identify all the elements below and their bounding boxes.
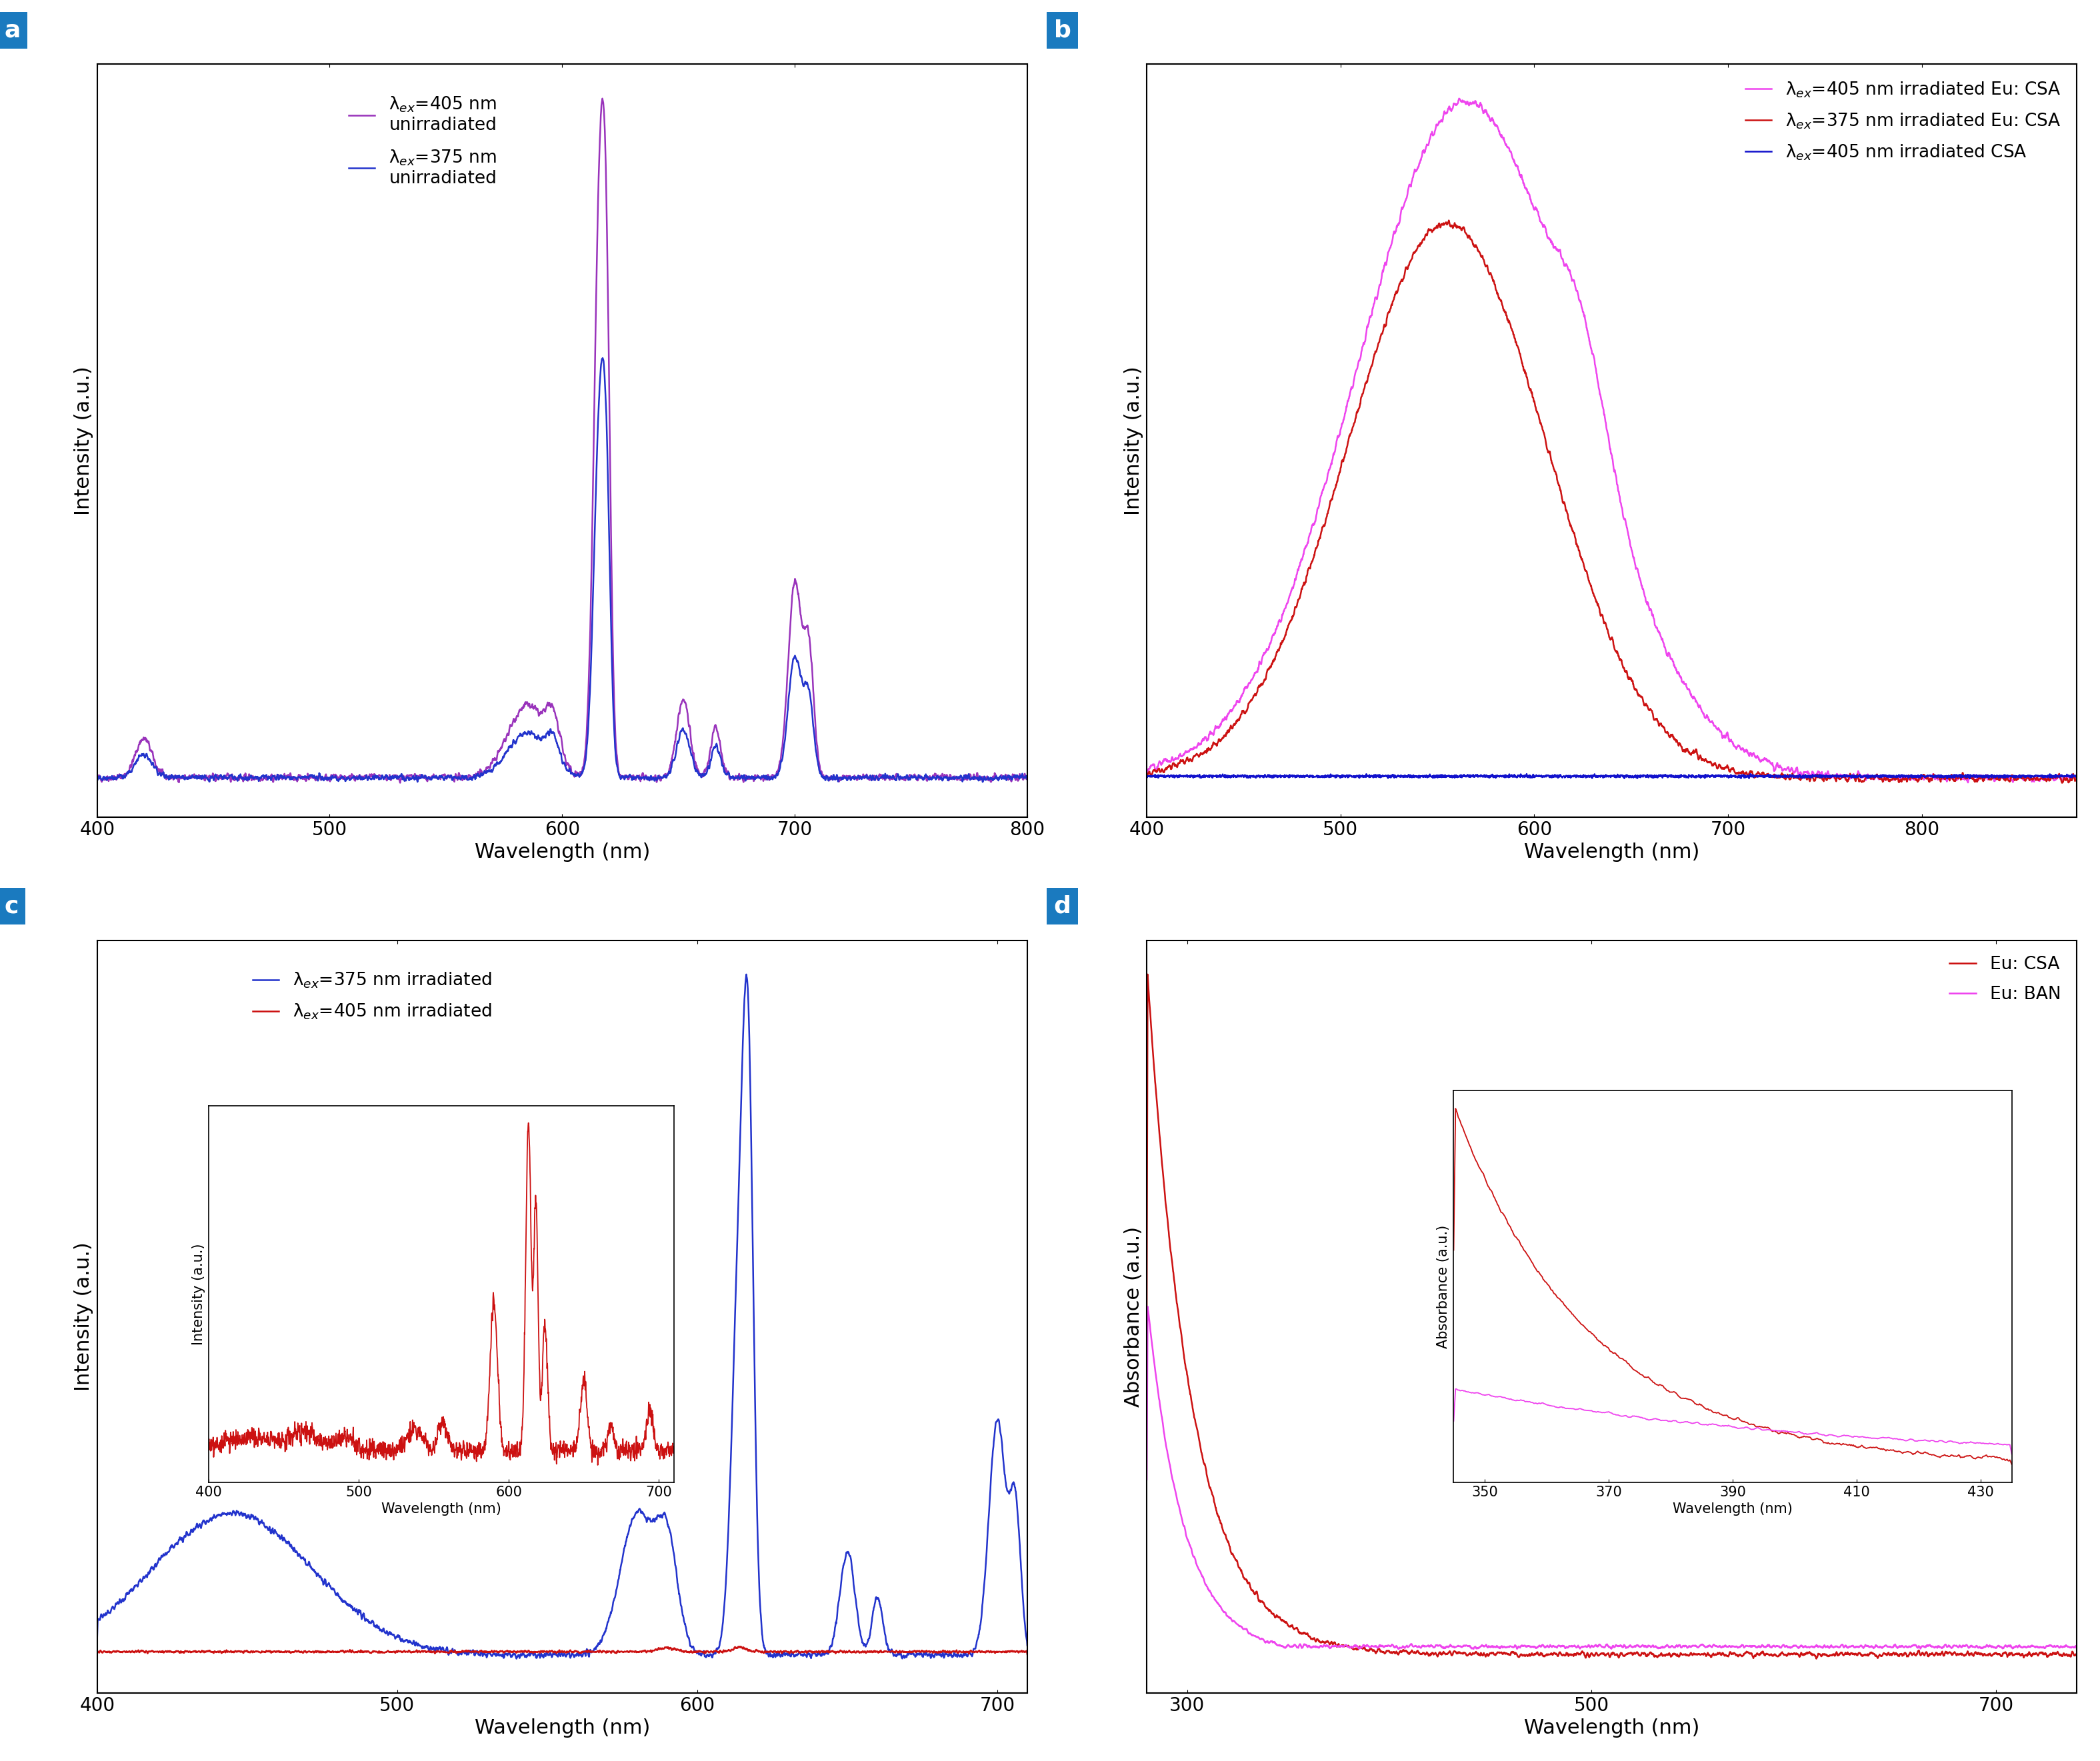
- Legend: λ$_{ex}$=375 nm irradiated, λ$_{ex}$=405 nm irradiated: λ$_{ex}$=375 nm irradiated, λ$_{ex}$=405…: [246, 963, 500, 1028]
- Y-axis label: Absorbance (a.u.): Absorbance (a.u.): [1124, 1226, 1142, 1407]
- Y-axis label: Intensity (a.u.): Intensity (a.u.): [74, 1242, 92, 1391]
- Text: b: b: [1054, 19, 1071, 42]
- Y-axis label: Intensity (a.u.): Intensity (a.u.): [1124, 366, 1142, 516]
- Text: c: c: [4, 895, 19, 917]
- Y-axis label: Intensity (a.u.): Intensity (a.u.): [74, 366, 92, 516]
- X-axis label: Wavelength (nm): Wavelength (nm): [1525, 844, 1699, 861]
- X-axis label: Wavelength (nm): Wavelength (nm): [1525, 1719, 1699, 1738]
- Legend: Eu: CSA, Eu: BAN: Eu: CSA, Eu: BAN: [1942, 949, 2068, 1011]
- X-axis label: Wavelength (nm): Wavelength (nm): [475, 844, 651, 861]
- Legend: λ$_{ex}$=405 nm
unirradiated, λ$_{ex}$=375 nm
unirradiated: λ$_{ex}$=405 nm unirradiated, λ$_{ex}$=3…: [342, 88, 504, 194]
- X-axis label: Wavelength (nm): Wavelength (nm): [475, 1719, 651, 1738]
- Text: a: a: [4, 19, 21, 42]
- Text: d: d: [1054, 895, 1071, 917]
- Legend: λ$_{ex}$=405 nm irradiated Eu: CSA, λ$_{ex}$=375 nm irradiated Eu: CSA, λ$_{ex}$: λ$_{ex}$=405 nm irradiated Eu: CSA, λ$_{…: [1739, 74, 2068, 169]
